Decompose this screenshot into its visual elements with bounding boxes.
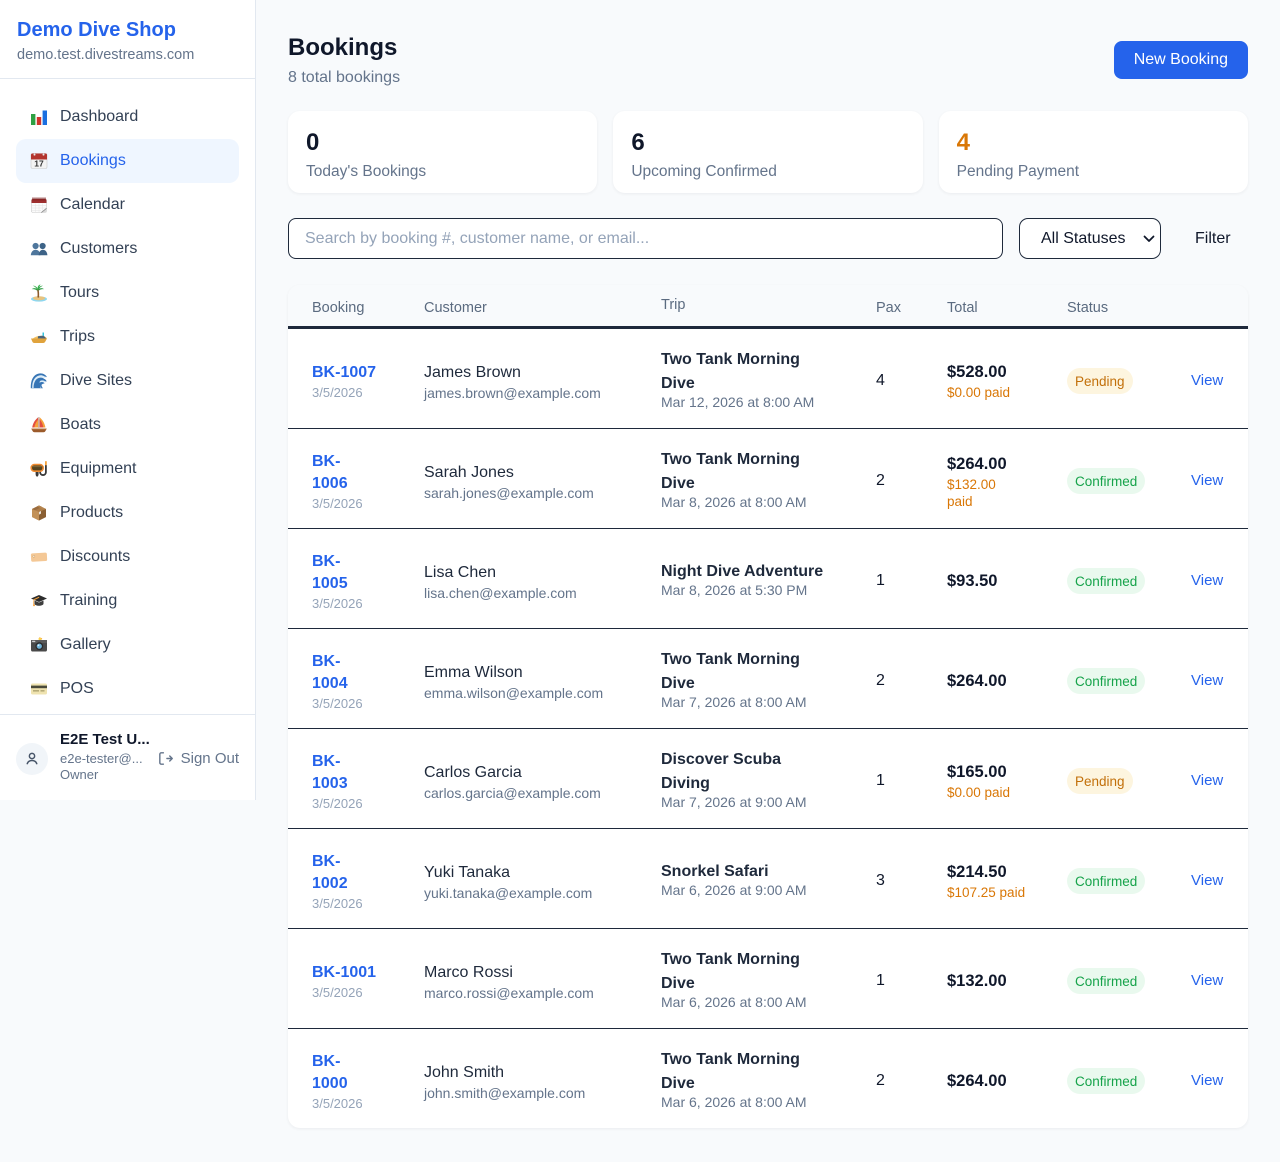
- svg-text:17: 17: [34, 159, 44, 169]
